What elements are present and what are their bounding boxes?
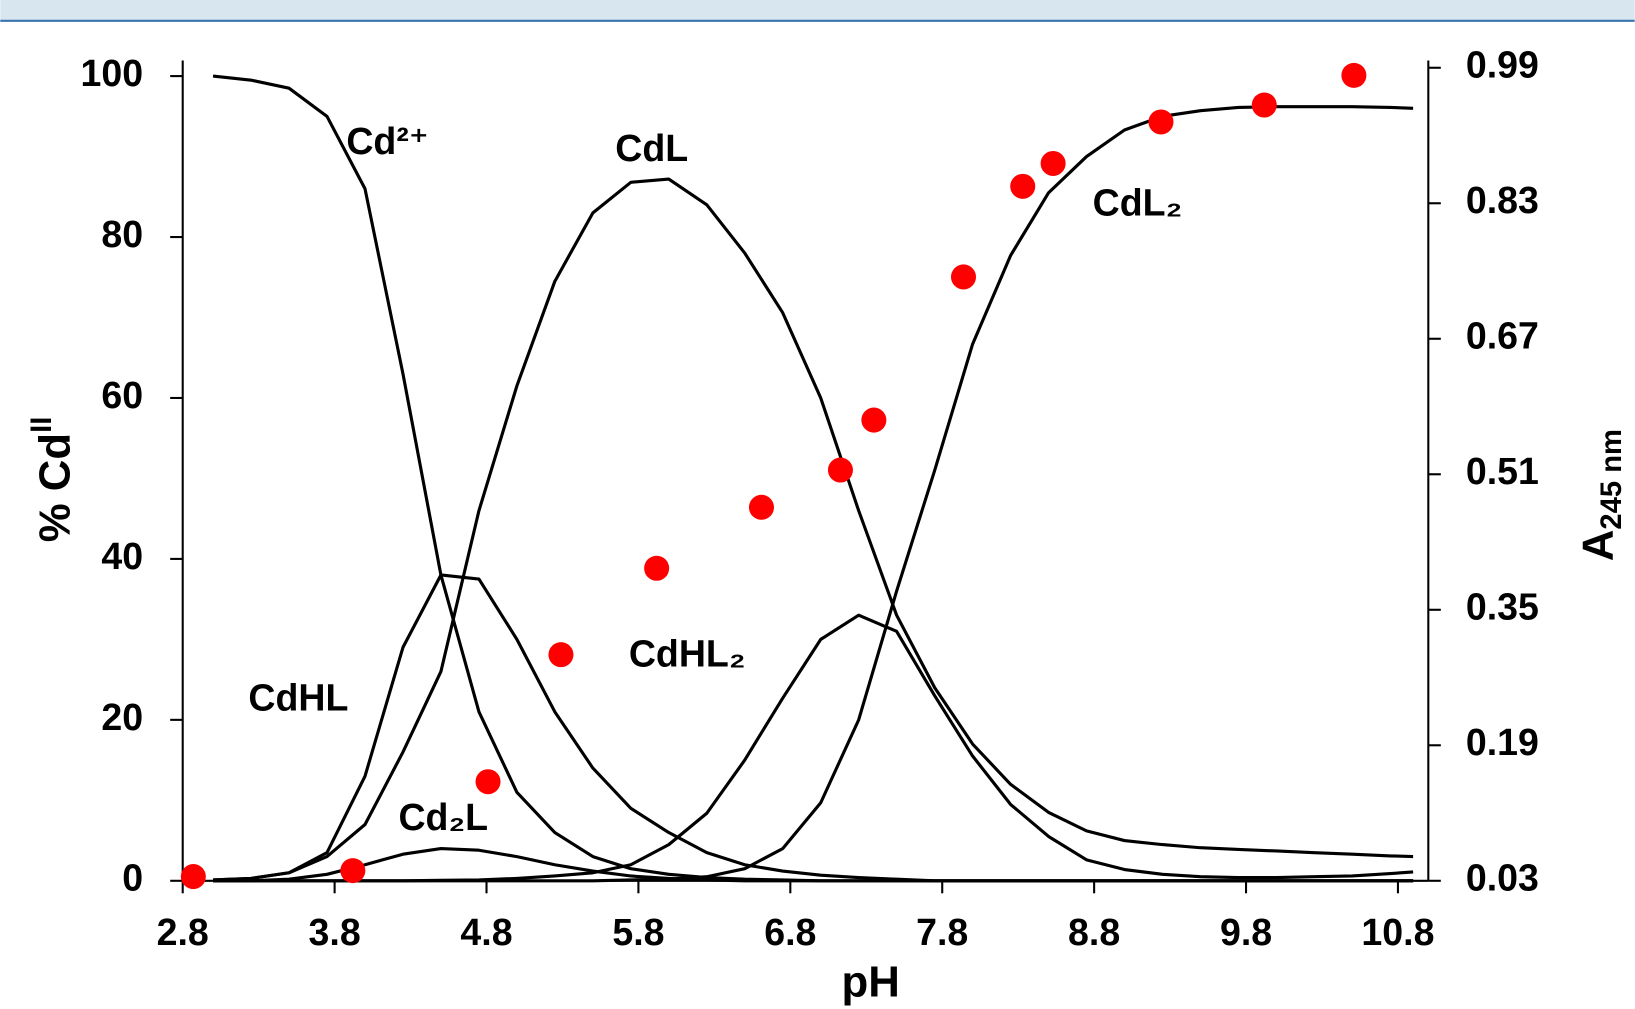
species-curve	[213, 847, 1414, 883]
y-tick-label: 20	[101, 696, 143, 738]
y-tick-label: 60	[101, 374, 143, 416]
y-tick-label: 40	[101, 535, 143, 577]
x-tick-label: 7.8	[916, 911, 968, 953]
absorbance-point	[1148, 109, 1174, 135]
x-axis-title: pH	[841, 958, 899, 1007]
absorbance-point	[827, 457, 853, 483]
x-tick-label: 2.8	[157, 911, 209, 953]
y2-tick-label: 0.03	[1466, 857, 1539, 899]
y-tick-label: 100	[81, 52, 144, 94]
species-curve	[213, 613, 1414, 883]
y2-axis-title: A245 nm	[1573, 429, 1628, 561]
absorbance-point	[861, 407, 887, 433]
y-axis-title-sup: II	[26, 417, 58, 433]
x-tick-label: 8.8	[1068, 911, 1120, 953]
absorbance-point	[548, 642, 574, 668]
y2-tick-label: 0.19	[1466, 721, 1539, 763]
y-axis-title-main: % Cd	[30, 433, 79, 542]
curve-label: CdHL₂	[629, 633, 746, 675]
curve-label: Cd²⁺	[346, 120, 428, 162]
absorbance-point	[180, 864, 206, 890]
y2-tick-label: 0.67	[1466, 315, 1539, 357]
y2-tick-label: 0.51	[1466, 450, 1539, 492]
absorbance-point	[748, 494, 774, 520]
y-tick-label: 80	[101, 213, 143, 255]
x-tick-label: 5.8	[612, 911, 664, 953]
absorbance-point	[340, 858, 366, 884]
species-curve	[212, 573, 1414, 883]
y2-tick-label: 0.99	[1466, 44, 1539, 86]
absorbance-point	[1010, 173, 1036, 199]
absorbance-point	[475, 769, 501, 795]
x-tick-label: 4.8	[460, 911, 512, 953]
curve-label: CdL	[615, 127, 688, 169]
absorbance-point	[1341, 62, 1367, 88]
header-band	[0, 0, 1635, 21]
x-tick-label: 10.8	[1361, 911, 1434, 953]
y-tick-label: 0	[122, 857, 143, 899]
y2-tick-label: 0.83	[1466, 179, 1539, 221]
absorbance-point	[644, 555, 670, 581]
y2-tick-label: 0.35	[1466, 586, 1539, 628]
curve-label: CdHL	[248, 676, 348, 718]
species-curve	[213, 105, 1414, 883]
curve-label: Cd₂L	[398, 796, 488, 838]
x-tick-label: 3.8	[309, 911, 361, 953]
y2-axis-title-main: A	[1573, 530, 1622, 562]
species-curve	[212, 177, 1414, 882]
x-tick-label: 9.8	[1220, 911, 1272, 953]
absorbance-point	[950, 264, 977, 290]
x-tick-label: 6.8	[764, 911, 816, 953]
curve-label: CdL₂	[1093, 181, 1183, 223]
species-curve	[212, 74, 1414, 883]
absorbance-point	[1251, 92, 1277, 118]
y2-axis-title-sub: 245 nm	[1596, 429, 1628, 530]
absorbance-point	[1040, 150, 1066, 176]
y-axis-title: % CdII	[26, 417, 79, 543]
